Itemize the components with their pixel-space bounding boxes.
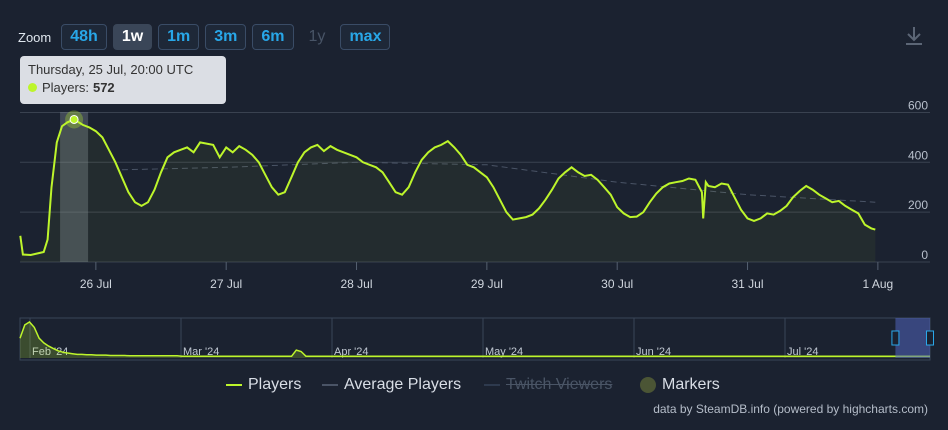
navigator-label: Jul '24: [787, 346, 818, 358]
zoom-label: Zoom: [18, 29, 52, 45]
navigator-handles: [891, 330, 934, 346]
zoom-button-3m[interactable]: 3m: [205, 24, 247, 50]
legend-swatch: [226, 384, 242, 386]
legend-label: Players: [248, 376, 302, 393]
legend-label: Markers: [662, 376, 720, 393]
zoom-button-max[interactable]: max: [340, 24, 391, 50]
navigator-label: Feb '24: [32, 346, 68, 358]
navigator-window[interactable]: [895, 318, 930, 358]
y-axis-ticks: 0 200 400 600: [908, 98, 928, 262]
average-players-line: [121, 161, 876, 203]
legend-label: Average Players: [344, 376, 462, 393]
y-tick-label: 200: [908, 198, 928, 212]
zoom-button-1w[interactable]: 1w: [112, 24, 153, 50]
legend-item-players[interactable]: Players: [226, 376, 301, 394]
zoom-button-48h[interactable]: 48h: [61, 24, 107, 50]
navigator-label: Mar '24: [183, 346, 219, 358]
download-icon[interactable]: [902, 24, 926, 48]
y-tick-label: 0: [921, 248, 928, 262]
tooltip-value: 572: [92, 80, 115, 95]
credits[interactable]: data by SteamDB.info (powered by highcha…: [653, 402, 928, 416]
x-axis-ticks: 26 Jul 27 Jul 28 Jul 29 Jul 30 Jul 31 Jul 1 Au…: [80, 262, 893, 291]
legend-item-twitch-viewers[interactable]: Twitch Viewers: [484, 376, 612, 394]
zoom-button-1m[interactable]: 1m: [158, 24, 200, 50]
hover-band: [60, 112, 89, 262]
players-chart: 0 200 400 600 26 Jul 27 Jul 28 Jul 29 Jul 30 Ju…: [19, 98, 930, 291]
navigator-labels: Feb '24 Mar '24 Apr '24 May '24 Jun '24 Jul '…: [29, 318, 818, 358]
x-tick-label: 31 Jul: [732, 277, 764, 291]
legend-label: Twitch Viewers: [506, 376, 613, 393]
grid-lines: [20, 111, 930, 263]
legend-swatch: [484, 384, 500, 386]
x-tick-label: 28 Jul: [341, 277, 373, 291]
tooltip-series: Players:: [42, 80, 89, 95]
x-tick-label: 26 Jul: [80, 277, 112, 291]
legend: Players Average Players Twitch Viewers Mark…: [0, 376, 948, 400]
tooltip-date: Thursday, 25 Jul, 20:00 UTC: [28, 62, 194, 77]
navigator-label: Apr '24: [334, 346, 369, 358]
navigator-label: Jun '24: [636, 346, 671, 358]
legend-swatch: [640, 377, 656, 393]
hover-point: [69, 114, 79, 124]
x-tick-label: 30 Jul: [601, 277, 633, 291]
tooltip: Thursday, 25 Jul, 20:00 UTC Players: 572: [20, 56, 226, 104]
legend-item-average-players[interactable]: Average Players: [322, 376, 461, 394]
players-line[interactable]: [19, 118, 876, 257]
x-tick-label: 1 Aug: [863, 277, 894, 291]
legend-item-markers[interactable]: Markers: [640, 376, 720, 394]
navigator-handle-right[interactable]: [926, 330, 934, 346]
y-tick-label: 400: [908, 148, 928, 162]
navigator-handle-left[interactable]: [891, 330, 900, 346]
zoom-button-6m[interactable]: 6m: [252, 24, 294, 50]
players-area: [20, 119, 876, 263]
y-tick-label: 600: [908, 98, 928, 112]
x-tick-label: 29 Jul: [471, 277, 503, 291]
navigator[interactable]: Feb '24 Mar '24 Apr '24 May '24 Jun '24 Jul '…: [0, 310, 948, 370]
legend-swatch: [322, 384, 338, 386]
tooltip-series-dot: [28, 83, 37, 92]
zoom-buttons: 48h 1w 1m 3m 6m 1y max: [61, 24, 391, 50]
navigator-label: May '24: [485, 346, 523, 358]
navigator-line: [19, 321, 930, 357]
zoom-button-1y: 1y: [308, 28, 326, 45]
x-tick-label: 27 Jul: [210, 277, 242, 291]
zoom-bar: Zoom 48h 1w 1m 3m 6m 1y max: [18, 24, 391, 50]
